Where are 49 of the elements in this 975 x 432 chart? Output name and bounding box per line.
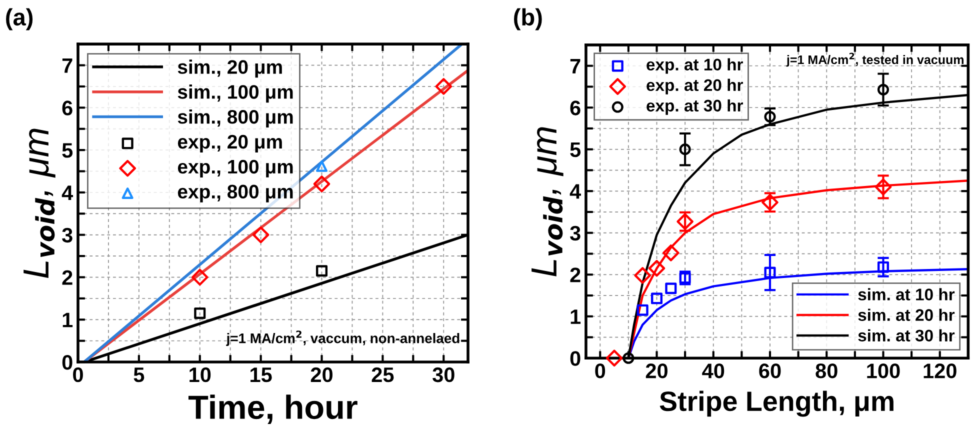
y-tick-label: 5 — [570, 142, 581, 158]
y-tick-label: 6 — [570, 100, 580, 116]
x-tick-label: 30 — [432, 367, 454, 382]
y-tick-label: 2 — [62, 270, 72, 285]
x-tick-label: 120 — [924, 364, 956, 378]
y-tick-label: 1 — [62, 312, 73, 328]
x-tick-label: 15 — [250, 368, 272, 382]
legend-label: exp., 20 μm — [178, 134, 282, 153]
x-axis-title: Stripe Length, μm — [660, 390, 894, 417]
annotation: j=1 MA/cm$^{2}$, vaccum, non-annelaed — [226, 330, 460, 346]
legend-label: sim., 800 μm — [178, 109, 293, 128]
y-axis-title: L$_{void}$, μm — [532, 127, 564, 276]
y-axis-title: L$_{void}$, μm — [24, 128, 56, 278]
y-tick-label: 4 — [62, 186, 74, 200]
legend-label: sim., 20 μm — [178, 60, 282, 78]
legend-label: exp., 800 μm — [178, 184, 293, 202]
y-tick-label: 2 — [570, 268, 580, 282]
y-tick-label: 1 — [570, 310, 581, 324]
y-tick-label: 7 — [62, 58, 72, 73]
legend-label: sim. at 20 hr — [858, 308, 955, 321]
y-tick-label: 0 — [570, 351, 580, 366]
y-tick-label: 7 — [570, 59, 580, 74]
x-tick-label: 0 — [595, 364, 606, 378]
y-tick-label: 6 — [62, 100, 72, 116]
y-tick-label: 4 — [570, 184, 582, 199]
annotation: j=1 MA/cm$^{2}$, tested in vacuum — [786, 52, 964, 67]
x-tick-label: 0 — [73, 367, 83, 382]
legend-label: sim., 100 μm — [178, 84, 293, 103]
chart-title: (b) — [514, 8, 542, 30]
x-tick-label: 20 — [310, 367, 332, 382]
x-tick-label: 10 — [190, 367, 211, 382]
legend-label: exp., 100 μm — [178, 160, 293, 178]
x-tick-label: 40 — [702, 364, 724, 378]
legend-label: exp. at 30 hr — [646, 99, 743, 115]
x-tick-label: 80 — [816, 364, 838, 378]
x-tick-label: 25 — [372, 367, 394, 382]
legend-label: sim. at 30 hr — [858, 329, 955, 342]
legend-label: exp. at 20 hr — [646, 78, 743, 94]
y-tick-label: 3 — [62, 228, 72, 243]
x-axis-title: Time, hour — [188, 394, 358, 424]
y-tick-label: 5 — [62, 143, 73, 158]
x-tick-label: 100 — [867, 364, 900, 378]
y-tick-label: 3 — [570, 226, 580, 241]
x-tick-label: 5 — [134, 368, 144, 382]
x-tick-label: 20 — [646, 364, 668, 378]
legend-label: exp. at 10 hr — [646, 58, 743, 74]
chart-title: (a) — [6, 8, 33, 30]
x-tick-label: 60 — [759, 364, 781, 378]
legend-label: sim. at 10 hr — [858, 288, 955, 300]
